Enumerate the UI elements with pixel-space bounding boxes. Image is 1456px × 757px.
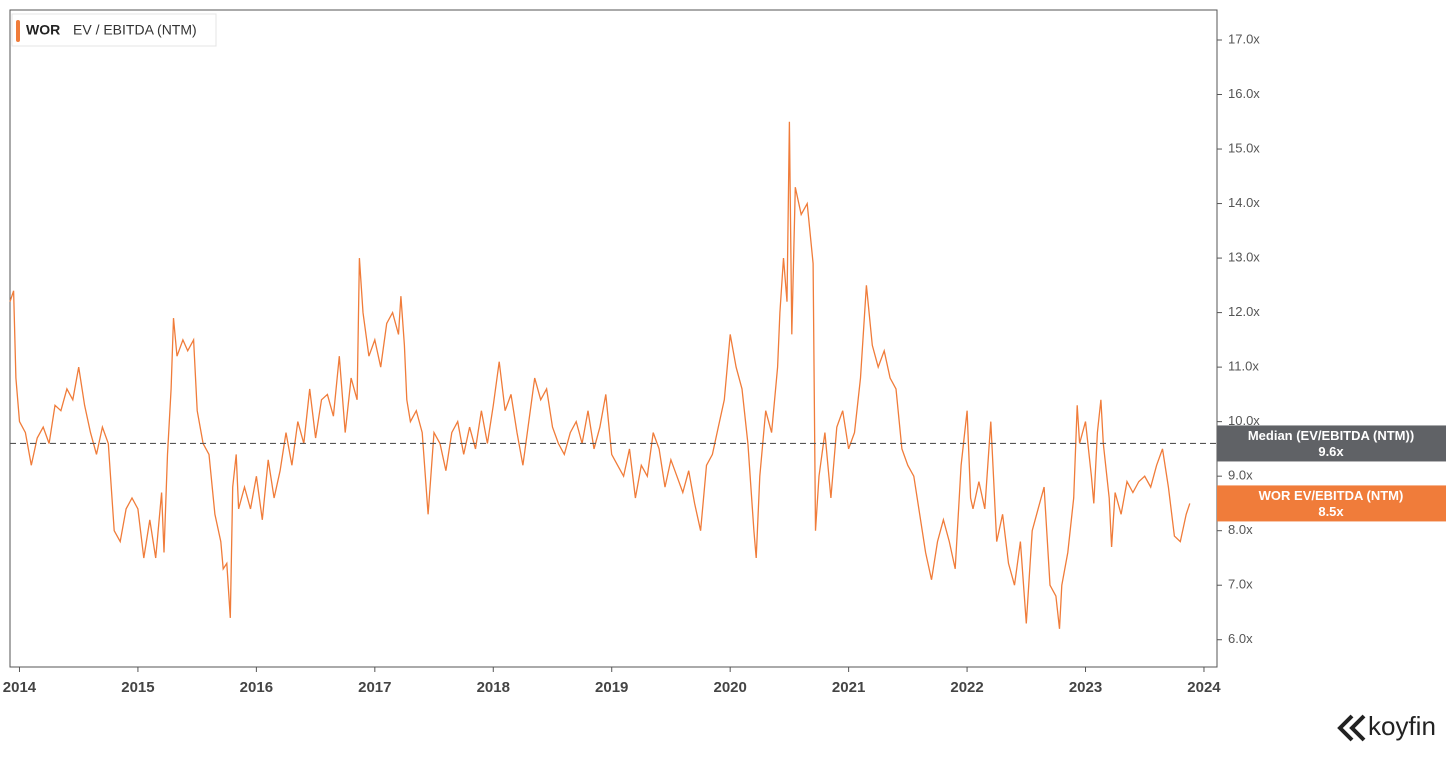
x-tick-label: 2020: [713, 679, 746, 696]
legend-label: EV / EBITDA (NTM): [73, 22, 197, 38]
y-tick-label: 6.0x: [1228, 631, 1253, 646]
x-tick-label: 2023: [1069, 679, 1102, 696]
median-name: Median (EV/EBITDA (NTM)): [1248, 428, 1414, 443]
current-box: [1217, 485, 1446, 522]
median-label: 9.6x: [1318, 444, 1344, 459]
plot-frame: [9, 9, 1218, 668]
y-tick-label: 7.0x: [1228, 577, 1253, 592]
brand-icon: [1337, 714, 1366, 742]
legend-swatch: [16, 20, 20, 42]
x-tick-label: 2015: [121, 679, 154, 696]
brand: koyfin: [1337, 711, 1436, 742]
y-tick-label: 12.0x: [1228, 304, 1260, 319]
x-tick-label: 2018: [477, 679, 510, 696]
data-line: [9, 121, 1191, 629]
y-tick-label: 11.0x: [1228, 359, 1259, 374]
y-tick-label: 10.0x: [1228, 413, 1260, 428]
x-tick-label: 2019: [595, 679, 628, 696]
x-tick-label: 2021: [832, 679, 865, 696]
x-tick-label: 2022: [950, 679, 983, 696]
median-box: [1217, 425, 1446, 462]
y-tick-label: 13.0x: [1228, 250, 1260, 265]
y-tick-label: 14.0x: [1228, 195, 1260, 210]
current-name: WOR EV/EBITDA (NTM): [1259, 488, 1404, 503]
legend: WOR EV / EBITDA (NTM): [11, 13, 217, 47]
legend-ticker: WOR: [26, 22, 60, 38]
y-tick-label: 8.0x: [1228, 522, 1253, 537]
y-tick-label: 16.0x: [1228, 86, 1260, 101]
brand-name: koyfin: [1368, 711, 1436, 741]
x-tick-label: 2024: [1187, 679, 1221, 696]
y-tick-label: 9.0x: [1228, 468, 1253, 483]
x-tick-label: 2016: [240, 679, 273, 696]
x-tick-label: 2014: [3, 679, 37, 696]
y-tick-label: 17.0x: [1228, 31, 1260, 46]
legend-box: [11, 13, 217, 47]
current-label: 8.5x: [1318, 504, 1344, 519]
y-tick-label: 15.0x: [1228, 140, 1260, 155]
x-tick-label: 2017: [358, 679, 391, 696]
